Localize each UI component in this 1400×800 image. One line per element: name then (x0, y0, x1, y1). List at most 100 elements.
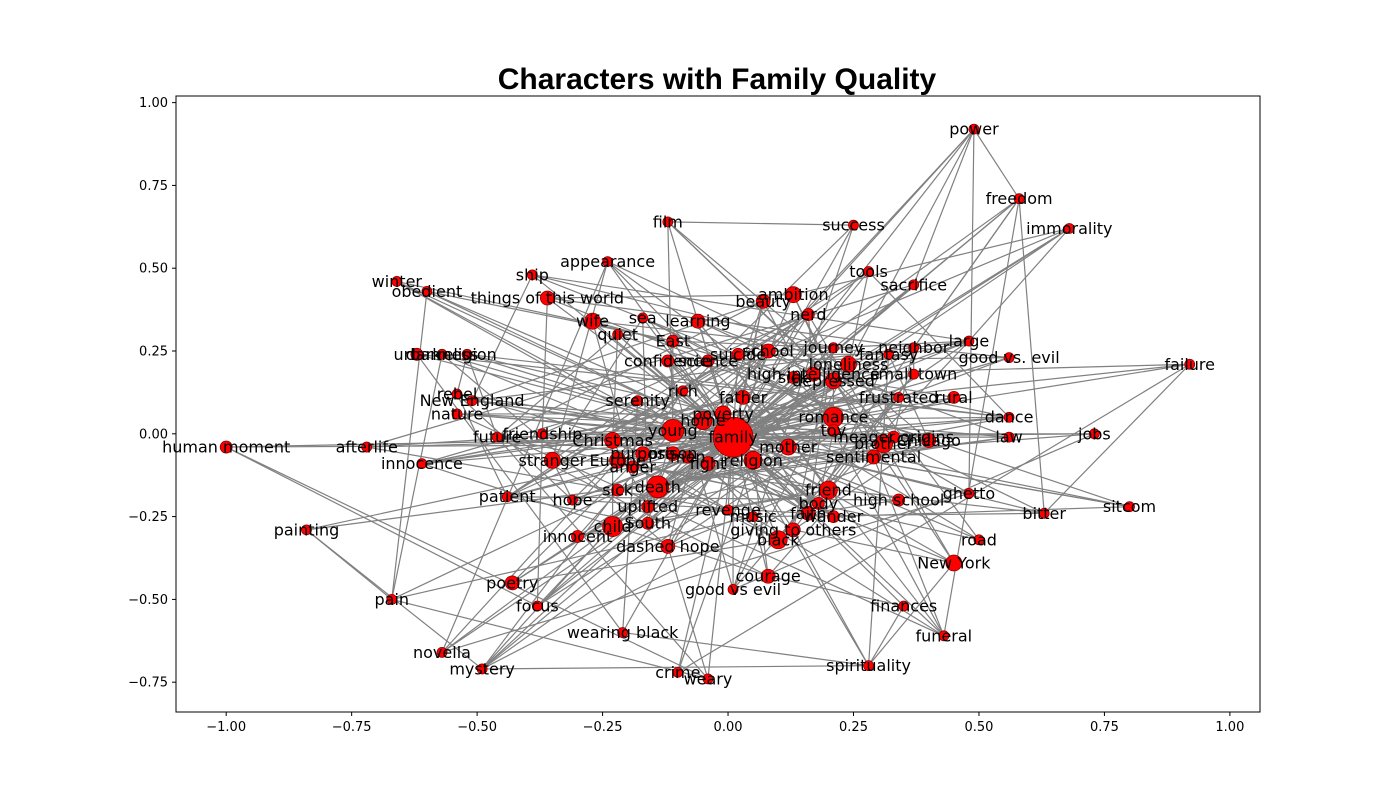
node-label: large (949, 332, 990, 351)
network-edge (391, 436, 734, 600)
network-node (690, 313, 706, 329)
node-label: spirituality (826, 656, 911, 675)
y-tick-label: 0.00 (139, 427, 168, 442)
node-label: serenity (605, 391, 670, 410)
network-node (526, 269, 538, 281)
network-edge (1043, 363, 1191, 514)
network-node (945, 554, 963, 572)
network-edge (792, 529, 870, 666)
node-label: East (656, 332, 691, 351)
network-edge (732, 396, 899, 438)
network-node (361, 441, 373, 453)
network-node (973, 534, 985, 546)
network-node (661, 419, 685, 442)
network-node (635, 446, 651, 462)
y-tick-label: −0.75 (128, 676, 168, 691)
network-edge (742, 396, 980, 541)
network-node (892, 493, 906, 507)
node-label: good vs evil (685, 580, 781, 599)
network-node (531, 600, 543, 612)
network-node (963, 488, 975, 499)
node-label: darkness (406, 345, 478, 364)
y-tick-label: 0.50 (139, 262, 168, 277)
node-label: urban (393, 345, 440, 364)
node-label: winter (372, 272, 423, 291)
network-edge (547, 297, 709, 362)
network-node (968, 123, 980, 135)
node-label: black (757, 530, 800, 549)
network-edge (421, 396, 744, 465)
network-node (584, 312, 601, 330)
node-label: dashed hope (616, 537, 719, 556)
network-edge (441, 436, 734, 653)
network-edge (612, 314, 809, 441)
node-label: nerd (790, 305, 826, 324)
node-label: high intelligence (747, 365, 880, 384)
network-edge (792, 294, 834, 382)
network-edge (968, 228, 1070, 342)
network-node (1088, 428, 1100, 440)
node-label: anger (609, 457, 656, 476)
node-label: faith (790, 504, 826, 523)
nodes-layer (219, 123, 1196, 685)
network-node (677, 385, 689, 397)
network-edge (547, 297, 914, 349)
network-node (219, 440, 233, 454)
network-node (712, 416, 754, 458)
network-edge (868, 605, 905, 666)
network-edge (226, 436, 734, 448)
network-node (476, 663, 488, 675)
network-edge (421, 400, 638, 465)
node-label: success (822, 216, 885, 235)
network-node (543, 451, 561, 469)
network-node (805, 366, 821, 382)
node-label: crime (655, 663, 700, 682)
network-node (898, 600, 910, 612)
network-node (410, 347, 424, 361)
chart-title: Characters with Family Quality (498, 63, 937, 96)
network-edge (466, 354, 498, 438)
network-edge (768, 575, 904, 607)
network-edge (592, 320, 889, 355)
network-edge (637, 400, 899, 501)
node-label: family (708, 428, 757, 447)
network-edge (677, 436, 734, 673)
network-node (1063, 223, 1075, 234)
node-label: New York (917, 553, 991, 572)
network-node (504, 575, 520, 591)
node-label: law (995, 428, 1022, 447)
node-label: rural (935, 388, 973, 407)
node-label: power (949, 120, 999, 139)
network-edge (391, 354, 443, 600)
network-node (609, 451, 627, 469)
network-node (883, 348, 895, 360)
network-node (735, 389, 751, 405)
network-node (1003, 411, 1015, 423)
network-node (646, 475, 670, 499)
network-edge (672, 340, 834, 349)
node-label: journey (802, 338, 863, 357)
network-edge (707, 437, 734, 679)
network-edge (482, 665, 869, 670)
network-node (662, 216, 674, 228)
network-node (666, 334, 680, 348)
node-label: high school (853, 491, 944, 510)
network-edge (472, 400, 894, 438)
network-edge (426, 290, 673, 342)
network-node (848, 219, 859, 231)
node-label: friend (805, 481, 852, 500)
network-edge (847, 363, 980, 541)
network-edge (532, 274, 794, 379)
node-label: afterlife (336, 438, 398, 457)
node-label: road (961, 530, 997, 549)
x-tick-label: 1.00 (1215, 720, 1244, 735)
network-edge (441, 492, 970, 653)
node-label: painting (274, 520, 340, 539)
node-label: sitcom (1103, 497, 1156, 516)
network-node (722, 504, 734, 516)
network-edge (441, 227, 1070, 653)
network-node (874, 434, 894, 454)
network-node (641, 516, 655, 530)
network-edge (496, 333, 619, 438)
node-label: New England (420, 391, 525, 410)
